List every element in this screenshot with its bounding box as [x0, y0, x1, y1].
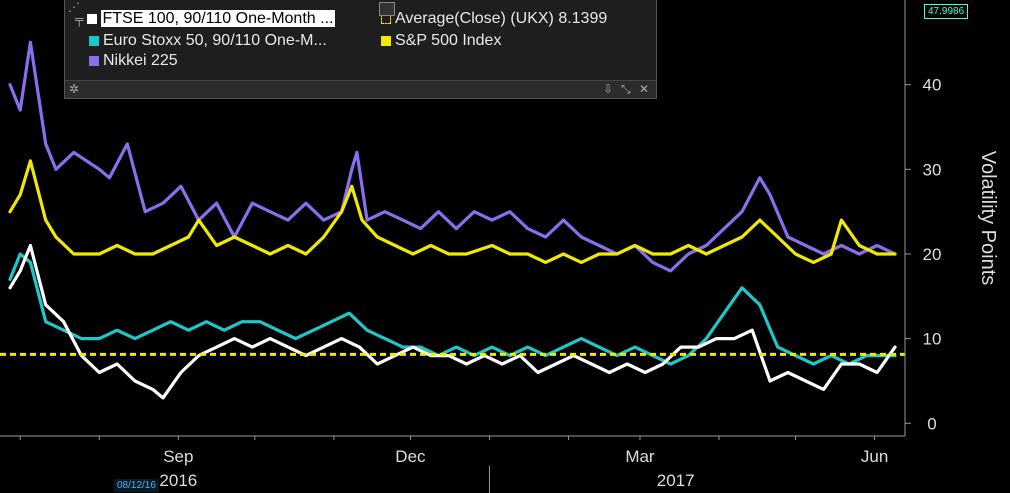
date-cursor-tag: 08/12/16 — [114, 479, 159, 492]
x-tick-label: Dec — [395, 447, 426, 466]
series-line-nikkei — [8, 40, 897, 273]
legend-item-eurostoxx[interactable]: Euro Stoxx 50, 90/110 One-M... — [89, 32, 327, 50]
cyan-square-icon — [89, 36, 99, 46]
series-line-sp500 — [8, 159, 897, 264]
y-tick-label: 0 — [927, 414, 936, 433]
last-value-tag: 47.9986 — [924, 4, 969, 19]
legend-panel[interactable]: ⋰ ╤ FTSE 100, 90/110 One-Month ... Averag… — [64, 0, 657, 99]
white-square-icon — [86, 14, 97, 24]
y-tick-label: 20 — [923, 245, 942, 264]
x-year-label: 2017 — [657, 471, 695, 490]
close-icon[interactable]: ✕ — [639, 82, 650, 96]
y-axis-title: Volatility Points — [977, 151, 999, 286]
series-line-ftse — [8, 243, 897, 400]
x-year-label: 2016 — [159, 471, 197, 490]
legend-item-ftse[interactable]: ╤ FTSE 100, 90/110 One-Month ... — [75, 10, 336, 28]
legend-label-nikkei: Nikkei 225 — [103, 52, 178, 69]
purple-square-icon — [89, 56, 99, 66]
legend-item-average[interactable]: Average(Close) (UKX) 8.1399 — [381, 10, 607, 28]
legend-label-ftse: FTSE 100, 90/110 One-Month ... — [100, 10, 336, 27]
x-tick-label: Sep — [163, 447, 193, 466]
drag-handle-icon[interactable]: ⋰ — [68, 0, 80, 14]
legend-label-sp500: S&P 500 Index — [395, 32, 502, 49]
yellow-square-icon — [381, 36, 391, 46]
legend-item-sp500[interactable]: S&P 500 Index — [381, 32, 501, 50]
gear-icon[interactable]: ✲ — [69, 82, 80, 96]
pin-marker-icon: ╤ — [75, 12, 84, 26]
y-tick-label: 10 — [923, 330, 942, 349]
series-line-eurostoxx — [8, 252, 897, 366]
legend-item-nikkei[interactable]: Nikkei 225 — [89, 52, 178, 70]
chart-style-icon[interactable] — [379, 2, 395, 16]
y-tick-label: 40 — [923, 76, 942, 95]
x-tick-label: Jun — [861, 447, 888, 466]
legend-label-eurostoxx: Euro Stoxx 50, 90/110 One-M... — [103, 32, 327, 49]
shrink-icon[interactable]: ⤡ — [621, 82, 631, 96]
legend-footer: ✲ ⇩ ⤡ ✕ — [65, 80, 656, 98]
x-tick-label: Mar — [625, 447, 655, 466]
pin-icon[interactable]: ⇩ — [603, 82, 614, 96]
y-tick-label: 30 — [923, 160, 942, 179]
legend-label-average: Average(Close) (UKX) 8.1399 — [395, 10, 608, 27]
